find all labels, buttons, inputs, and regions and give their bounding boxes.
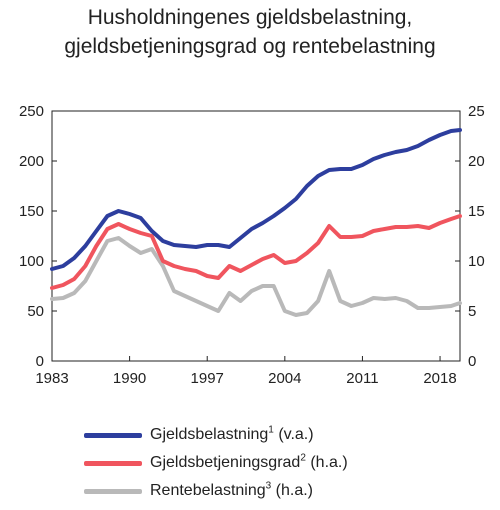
legend-axis-note: (v.a.) [278,426,314,443]
chart-title-line-1: Husholdningenes gjeldsbelastning, [87,6,413,29]
legend-footnote: 3 [265,480,272,492]
series-line-gjeldsbelastning [50,128,462,271]
chart-title-line-2: gjeldsbetjeningsgrad og rentebelastning [64,35,436,58]
y-left-tick-label: 0 [36,353,44,370]
y-left-tick-label: 200 [19,153,44,170]
x-tick-label: 1997 [191,370,224,387]
y-right-tick-label: 5 [468,303,476,320]
y-right-tick-label: 10 [468,253,485,270]
series-line-rentebelastning [50,236,462,317]
legend-name: Rentebelastning [150,482,266,499]
plot-frame [51,110,461,362]
x-tick-label: 2004 [268,370,301,387]
legend-name: Gjeldsbetjeningsgrad [150,454,301,471]
x-tick-label: 1983 [35,370,68,387]
legend-label-rentebelastning: Rentebelastning3 (h.a.) [150,480,313,500]
legend-item-gjeldsbelastning: Gjeldsbelastning1 (v.a.) [84,421,348,449]
legend-axis-note: (h.a.) [310,454,348,471]
legend-item-rentebelastning: Rentebelastning3 (h.a.) [84,477,348,505]
y-left-tick-label: 250 [19,103,44,120]
legend-axis-note: (h.a.) [275,482,313,499]
y-left-tick-label: 50 [27,303,44,320]
legend-label-gjeldsbetjeningsgrad: Gjeldsbetjeningsgrad2 (h.a.) [150,452,348,472]
legend-swatch-gjeldsbetjeningsgrad [84,460,142,466]
y-right-tick-label: 0 [468,353,476,370]
x-tick-label: 1990 [113,370,146,387]
series-line-gjeldsbetjeningsgrad [50,214,462,290]
y-right-tick-label: 15 [468,203,485,220]
y-left-tick-label: 150 [19,203,44,220]
y-right-tick-label: 25 [468,103,485,120]
legend-swatch-gjeldsbelastning [84,432,142,438]
legend-item-gjeldsbetjeningsgrad: Gjeldsbetjeningsgrad2 (h.a.) [84,449,348,477]
legend-footnote: 1 [268,424,274,436]
x-tick-label: 2018 [423,370,456,387]
y-right-tick-label: 20 [468,153,485,170]
legend-swatch-rentebelastning [84,488,142,494]
legend-label-gjeldsbelastning: Gjeldsbelastning1 (v.a.) [150,424,314,444]
x-tick-label: 2011 [346,370,378,387]
legend: Gjeldsbelastning1 (v.a.) Gjeldsbetjening… [84,421,348,505]
y-left-tick-label: 100 [19,253,44,270]
legend-footnote: 2 [300,452,306,464]
legend-name: Gjeldsbelastning [150,426,269,443]
